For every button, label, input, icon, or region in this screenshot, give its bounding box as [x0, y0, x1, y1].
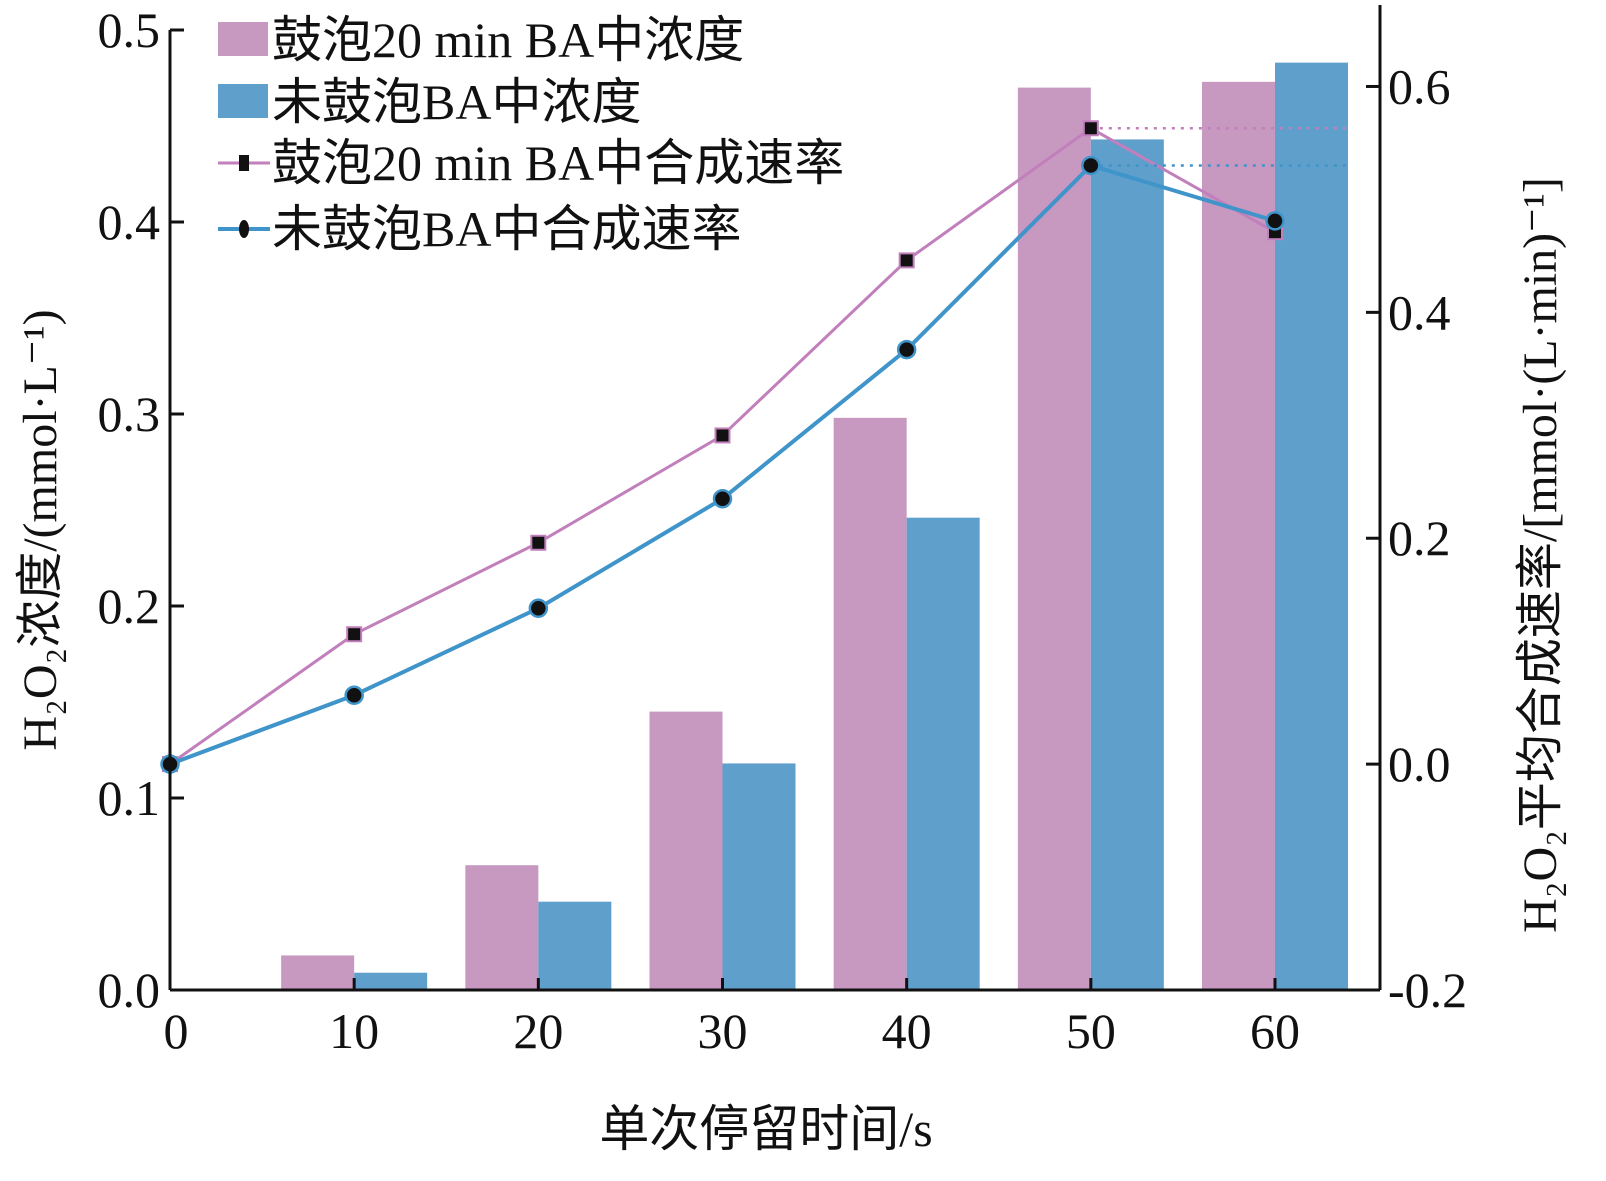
y-left-tick-label-0.3: 0.3	[98, 386, 161, 442]
y-axis-left-label: H₂O₂浓度/(mmol·L⁻¹)	[14, 309, 67, 750]
y-left-tick-label-0.2: 0.2	[98, 578, 161, 634]
marker-rate-bubbled-10	[346, 626, 363, 643]
bar-bubbled-40	[833, 417, 907, 991]
marker-rate-unbubbled-30	[712, 488, 733, 509]
y-left-tick-label-0.1: 0.1	[98, 770, 161, 826]
bar-bubbled-60	[1202, 81, 1275, 991]
legend-swatch-unbubbled-bar	[218, 84, 268, 118]
bar-unbubbled-10	[354, 972, 428, 990]
marker-rate-unbubbled-10	[344, 685, 364, 705]
bar-unbubbled-30	[722, 763, 796, 990]
legend-label-bubbled-rate: 鼓泡20 min BA中合成速率	[272, 135, 844, 191]
marker-rate-bubbled-40	[898, 252, 915, 269]
marker-rate-bubbled-50	[1082, 120, 1099, 137]
y-right-tick-label-0.4: 0.4	[1388, 284, 1451, 340]
legend-marker-bubbled-rate	[239, 155, 249, 171]
x-tick-label-60: 60	[1250, 1003, 1300, 1059]
y-right-tick-label--0.2: -0.2	[1388, 962, 1467, 1018]
legend-swatch-bubbled-bar	[218, 22, 268, 56]
bar-bubbled-50	[1017, 87, 1091, 991]
y-right-tick-label-0.6: 0.6	[1388, 58, 1451, 114]
bar-unbubbled-20	[538, 901, 612, 990]
bar-unbubbled-40	[906, 517, 980, 990]
bar-bubbled-30	[649, 711, 723, 990]
y-left-tick-label-0.5: 0.5	[98, 2, 161, 58]
legend-label-unbubbled-bar: 未鼓泡BA中浓度	[272, 74, 641, 130]
y-left-tick-label-0.4: 0.4	[98, 194, 161, 250]
x-tick-label-0: 0	[164, 1003, 189, 1059]
legend-marker-unbubbled-rate	[239, 220, 249, 238]
bars-layer	[281, 62, 1348, 991]
x-tick-label-40: 40	[882, 1003, 932, 1059]
marker-rate-unbubbled-40	[896, 339, 917, 360]
x-tick-label-10: 10	[329, 1003, 379, 1059]
bar-bubbled-20	[465, 865, 539, 990]
bar-unbubbled-60	[1275, 62, 1348, 990]
x-axis-label: 单次停留时间/s	[599, 1101, 932, 1157]
axes-layer: 0.0 0.1 0.2 0.3 0.4 0.5 -0.2 0.0 0.2 0.4 0.6 0 10 20 3…	[98, 2, 1468, 1059]
y-right-tick-label-0.2: 0.2	[1388, 510, 1451, 566]
x-tick-label-50: 50	[1066, 1003, 1116, 1059]
x-tick-label-30: 30	[698, 1003, 748, 1059]
y-left-tick-label-0.0: 0.0	[98, 962, 161, 1018]
marker-rate-unbubbled-50	[1081, 155, 1101, 176]
marker-rate-bubbled-20	[530, 534, 547, 551]
bar-bubbled-10	[281, 955, 355, 990]
marker-rate-bubbled-30	[714, 427, 731, 444]
x-tick-label-20: 20	[513, 1003, 563, 1059]
bar-unbubbled-50	[1090, 139, 1164, 990]
legend-label-bubbled-bar: 鼓泡20 min BA中浓度	[272, 12, 744, 68]
marker-rate-unbubbled-60	[1265, 211, 1285, 231]
y-axis-right-label: H₂O₂平均合成速率/[mmol·(L·min)⁻¹]	[1514, 177, 1567, 933]
marker-rate-unbubbled-20	[528, 598, 549, 619]
legend-label-unbubbled-rate: 未鼓泡BA中合成速率	[272, 201, 741, 257]
y-right-tick-label-0.0: 0.0	[1388, 736, 1451, 792]
